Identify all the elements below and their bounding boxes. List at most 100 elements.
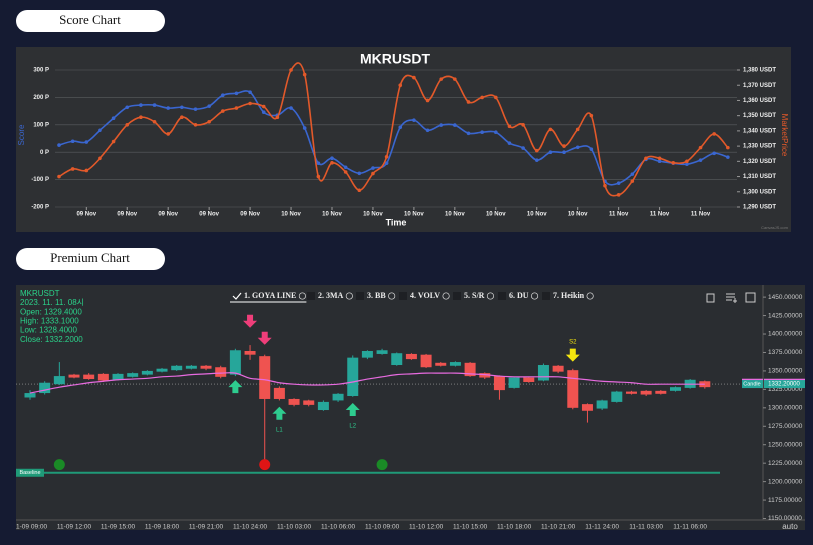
premium-button[interactable] [16,248,165,270]
data-point [166,106,170,110]
candle-body [376,350,388,354]
data-point [534,158,539,162]
data-point [562,144,566,148]
data-point [726,145,730,150]
data-point [657,159,662,164]
x-tick-label: 09 Nov [76,212,96,218]
data-point [507,141,512,145]
tab[interactable]: 7. Heikin [553,291,585,300]
data-point [425,128,430,133]
tab[interactable]: 2. 3MA [318,291,344,300]
data-point [439,123,444,127]
data-point [125,123,130,127]
tab-checkbox[interactable] [356,292,364,300]
data-point [630,172,635,176]
data-point [507,124,512,129]
y-tick-label: 1350.00000 [768,368,803,375]
data-point [466,100,471,104]
x-tick-label: 10 Nov [281,212,301,218]
tab[interactable]: 4. VOLV [410,291,440,300]
signal-label: S2 [569,339,577,345]
candle-body [185,365,197,369]
candle-body [523,377,535,382]
tab-checkbox[interactable] [542,292,550,300]
tab[interactable]: 3. BB [367,291,386,300]
score-button[interactable] [16,10,165,32]
candle-body [97,373,109,381]
tab-checkbox[interactable] [399,292,407,300]
tab-checkbox[interactable] [453,292,461,300]
price-tag [742,380,763,389]
data-point [302,126,307,130]
candle-body [112,373,124,380]
candle-body [171,365,183,371]
trash-icon[interactable] [706,293,715,303]
scale-mode[interactable]: auto [782,522,798,531]
data-point [248,101,252,106]
data-point [330,161,334,165]
tab[interactable]: 1. GOYA LINE [244,291,296,300]
data-point [589,113,594,118]
data-point [726,155,730,159]
ohlc-info: Open: 1329.4000 [20,307,82,316]
data-point [70,139,75,144]
y2-tick-label: 1,300 USDT [743,189,776,195]
add-icon[interactable] [726,293,737,303]
candle-body [655,390,667,394]
signal-arrow [243,314,258,328]
premium-button-label[interactable]: Premium Chart [50,250,130,265]
y2-tick-label: 1,380 USDT [743,68,776,74]
y-tick-label: 1200.00000 [768,478,803,485]
y-tick-label: 300 P [33,68,49,74]
candle-body [625,391,637,394]
candle-body [273,387,285,399]
fullscreen-icon[interactable] [745,292,756,303]
tab-checkbox[interactable] [498,292,506,300]
y2-tick-label: 1,370 USDT [743,83,776,89]
data-point [343,170,348,174]
data-point [193,107,198,111]
info-icon [388,292,396,300]
data-point [207,104,211,108]
data-point [712,132,716,136]
candle-body [53,376,65,385]
y-tick-label: -100 P [31,177,49,183]
data-point [644,156,648,161]
score-button-label[interactable]: Score Chart [59,12,121,27]
x-tick-label: 11-10 09:00 [365,524,400,531]
info-icon [345,292,353,300]
tab[interactable]: 6. DU [509,291,529,300]
data-point [466,131,471,136]
data-point [343,165,348,170]
candle-body [669,387,681,391]
signal-label: L1 [276,427,283,433]
premium-panel [16,285,805,530]
tab-checkbox[interactable] [307,292,315,300]
data-point [412,75,416,80]
x-tick-label: 09 Nov [240,212,260,218]
baseline-badge [16,468,44,477]
info-icon [531,292,539,300]
data-point [289,68,293,72]
data-point [221,109,225,113]
x-tick-label: 10 Nov [486,212,506,218]
y2-tick-label: 1,310 USDT [743,174,776,180]
y2-tick-label: 1,350 USDT [743,113,776,119]
data-point [480,130,484,134]
info-icon [442,292,450,300]
data-point [275,115,280,119]
candle-body [567,370,579,408]
candle-body [288,398,300,405]
data-point [589,147,594,151]
x-tick-label: 11-10 18:00 [497,524,532,531]
symbol: MKRUSDT [20,289,60,298]
candle-body [244,350,256,355]
data-point [98,128,102,133]
data-point [139,115,143,119]
x-tick-label: 11 Nov [609,212,629,218]
x-tick-label: 11-11 03:00 [629,524,663,531]
candle-body [611,391,623,402]
tab[interactable]: 5. S/R [464,291,485,300]
data-point [84,168,89,173]
event-dot [376,459,388,471]
